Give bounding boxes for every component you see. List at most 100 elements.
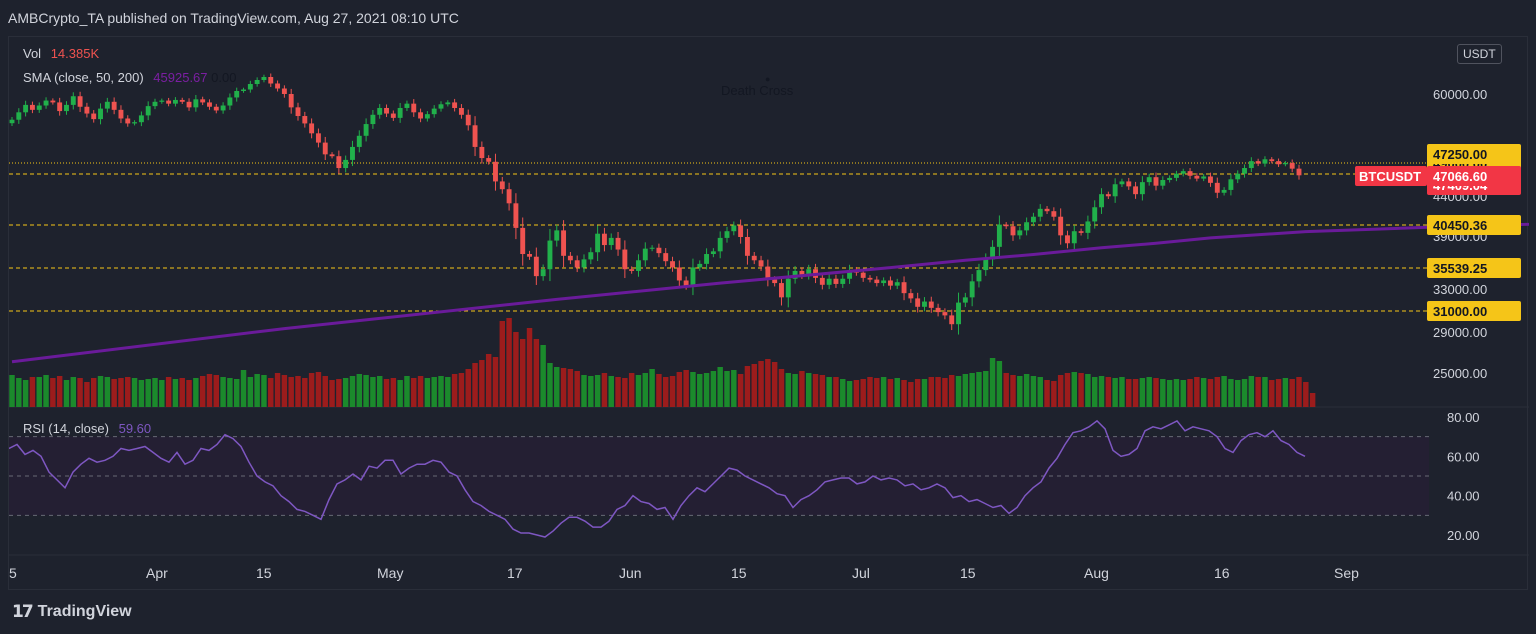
volume-bar [125,377,131,407]
volume-bar [540,345,546,407]
volume-bar [308,373,315,407]
currency-badge[interactable]: USDT [1457,44,1502,64]
volume-bar [383,379,390,407]
time-tick-label: 5 [9,565,17,581]
candle-body [329,154,335,157]
brand-name: TradingView [37,603,132,620]
volume-bar [867,377,873,407]
candle-body [1208,176,1213,183]
volume-bar [1166,380,1173,407]
candle-body [275,83,281,89]
volume-bar [608,376,614,407]
volume-bar [424,378,431,407]
volume-bar [533,339,540,407]
volume-bar [690,372,696,407]
candle-body [499,181,505,190]
sma-200-line [11,222,1529,364]
candle-body [1065,235,1070,244]
volume-bar [737,374,744,407]
volume-bar [1200,378,1207,407]
volume-bar [1071,372,1078,407]
candle-body [833,278,839,284]
candle-body [404,103,410,108]
volume-bar [506,318,512,407]
candle-body [1153,177,1159,186]
volume-bar [908,382,914,407]
candle-body [1180,171,1186,174]
level-tag-bg [1427,215,1521,235]
candle-body [16,112,22,120]
time-tick-label: Aug [1084,565,1109,581]
volume-bar [152,378,158,407]
time-tick-label: 15 [256,565,272,581]
volume-bar [485,354,492,407]
volume-bar [9,375,15,407]
volume-bar [261,375,267,407]
volume-bar [649,369,655,407]
candle-body [1276,161,1282,165]
volume-bar [826,377,832,407]
candle-body [574,260,580,268]
candle-body [1051,211,1057,217]
candle-body [1296,168,1302,176]
symbol-tag: BTCUSDT [1359,169,1421,184]
volume-bar [1228,379,1234,407]
price-chart[interactable]: 25000.0029000.0033000.0039000.0044000.00… [9,37,1529,591]
candle-body [1010,226,1016,236]
footer[interactable]: 𝟭𝟳 TradingView [12,602,132,622]
chart-frame[interactable]: 25000.00 29000.00 33000.00 39000.00 44000.00… [8,36,1529,591]
candle-body [207,102,212,107]
candle-body [363,124,369,136]
volume-bar [1010,375,1016,407]
volume-bar [472,363,478,407]
candle-body [1228,179,1234,190]
candle-body [1242,168,1247,174]
candle-body [785,278,791,298]
candle-body [1221,189,1227,193]
volume-bar [615,377,621,407]
candle-body [138,115,144,123]
candle-body [928,301,934,308]
sma-value-2: 0.00 [211,70,237,85]
volume-bar [274,373,281,407]
volume-bar [1003,373,1009,407]
volume-bar [315,372,322,407]
candles [9,73,1302,335]
volume-bar [288,377,294,407]
volume-bar [145,379,151,407]
candle-body [50,100,56,103]
candle-body [64,104,69,112]
candle-body [213,106,219,111]
death-cross-label: Death Cross [721,83,794,98]
volume-value: 14.385K [50,46,100,61]
candle-body [847,270,853,279]
volume-bar [819,375,826,407]
candle-body [724,231,730,238]
volume-bar [390,378,397,407]
volume-bar [1023,374,1030,407]
time-tick-label: Sep [1334,565,1359,581]
volume-bar [812,374,819,407]
volume-bar [1248,376,1255,407]
candle-body [145,106,151,116]
candle-body [561,230,567,256]
volume-bar [329,380,335,407]
candle-body [744,237,750,256]
volume-bar [560,368,567,407]
candle-body [1201,176,1207,179]
level-tag: 35539.25 [1433,261,1487,276]
volume-bar [97,376,104,407]
volume-bar [186,380,192,407]
volume-bar [451,374,458,407]
candle-body [281,88,287,94]
candle-body [77,96,83,107]
candle-body [697,263,703,268]
volume-bar [901,380,907,407]
volume-bar [942,378,948,407]
candle-body [622,249,628,270]
candle-body [486,158,492,162]
death-cross-annotation: ● Death Cross [721,74,794,98]
volume-bar [928,377,935,407]
candle-body [1112,184,1118,197]
candle-body [452,102,458,108]
